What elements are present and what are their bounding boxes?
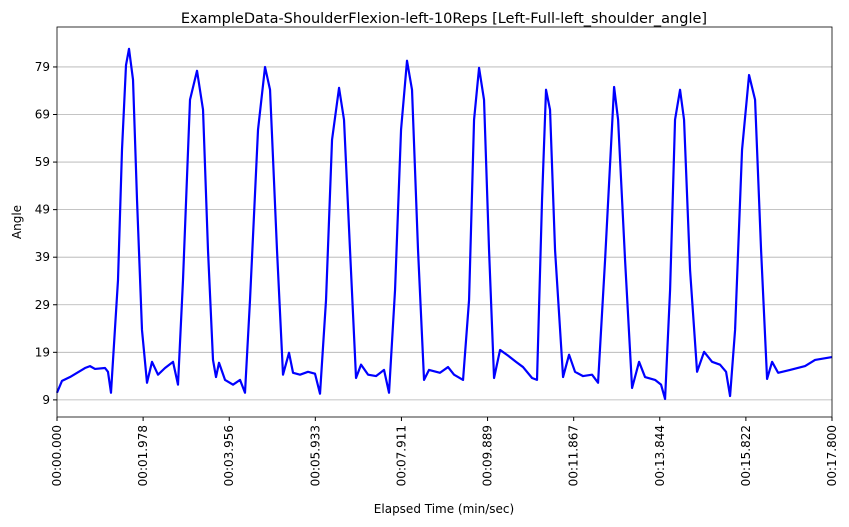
x-tick-label: 00:11.867 xyxy=(567,425,581,486)
chart-title: ExampleData-ShoulderFlexion-left-10Reps … xyxy=(181,11,707,27)
x-tick-label: 00:00.000 xyxy=(50,425,64,486)
y-tick-label: 69 xyxy=(35,108,50,122)
y-tick-label: 19 xyxy=(35,345,50,359)
y-tick-label: 9 xyxy=(42,393,50,407)
x-tick-label: 00:05.933 xyxy=(308,425,322,486)
x-tick-label: 00:15.822 xyxy=(739,425,753,486)
y-tick-label: 79 xyxy=(35,60,50,74)
plot-frame xyxy=(56,26,833,418)
data-line xyxy=(55,47,833,401)
y-tick-label: 49 xyxy=(35,203,50,217)
y-tick-label: 59 xyxy=(35,155,50,169)
x-tick-label: 00:09.889 xyxy=(481,425,495,486)
x-tick-label: 00:01.978 xyxy=(136,425,150,486)
x-tick-label: 00:13.844 xyxy=(653,425,667,486)
y-axis-label: Angle xyxy=(10,205,24,239)
y-tick-label: 29 xyxy=(35,298,50,312)
x-tick-label: 00:07.911 xyxy=(394,425,408,486)
x-tick-label: 00:17.800 xyxy=(825,425,839,486)
y-tick-label: 39 xyxy=(35,250,50,264)
x-axis-label: Elapsed Time (min/sec) xyxy=(374,502,514,516)
x-tick-label: 00:03.956 xyxy=(222,425,236,486)
